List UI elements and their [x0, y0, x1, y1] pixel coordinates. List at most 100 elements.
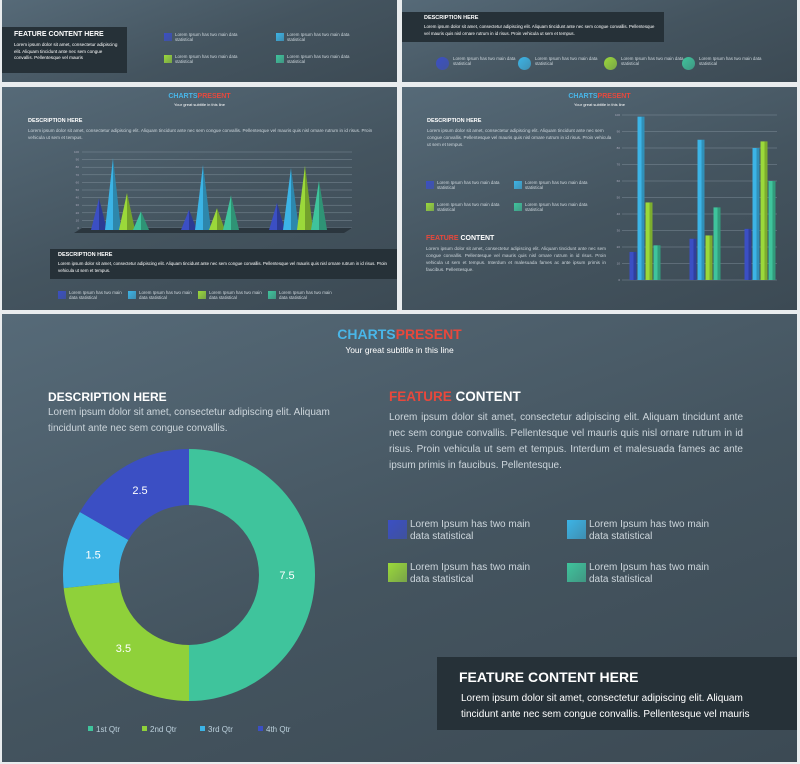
- text-box: [437, 657, 797, 730]
- heading: CHARTSPRESENT: [2, 326, 797, 342]
- legend-label: Lorem Ipsum has two main data statistica…: [453, 56, 516, 67]
- bar: [697, 139, 705, 280]
- bar: [713, 207, 721, 280]
- donut-chart: 7.5 3.5 1.5 2.5 1st Qtr 2nd Qtr 3rd Qtr 4th Qtr: [62, 449, 315, 734]
- legend-swatch: [258, 726, 263, 731]
- legend-swatch: [514, 203, 522, 211]
- legend-swatch: [142, 726, 147, 731]
- pyramid-shade: [319, 180, 327, 230]
- legend-label: Lorem Ipsum has two main data statistica…: [699, 56, 762, 67]
- legend-label: Lorem Ipsum has two main data statistica…: [69, 290, 122, 301]
- legend-swatch: [200, 726, 205, 731]
- y-tick-label: 40: [617, 212, 621, 216]
- legend-label: Lorem Ipsum has two main data statistica…: [287, 54, 350, 65]
- data-label: 2.5: [132, 485, 147, 497]
- legend-label: Lorem Ipsum has two main data statistica…: [410, 562, 531, 585]
- text-box: [402, 12, 664, 42]
- legend-label: 1st Qtr: [96, 725, 120, 734]
- bar-chart: 0 10 20 30 40 50 60 70 80 90 100: [615, 113, 777, 282]
- legend-swatch: [164, 33, 172, 41]
- legend-swatch: [567, 563, 586, 582]
- bar: [645, 202, 653, 280]
- feature-body: Lorem ipsum dolor sit amet, consectetur …: [426, 246, 606, 272]
- legend-label: Lorem Ipsum has two main data statistica…: [139, 290, 192, 301]
- bar: [689, 238, 697, 280]
- box-title: FEATURE CONTENT HERE: [459, 669, 639, 685]
- bar: [629, 251, 637, 280]
- donut-slice: [189, 449, 315, 701]
- slide: FEATURE CONTENT HERE Lorem ipsum dolor s…: [2, 0, 397, 82]
- box-body: Lorem ipsum dolor sit amet, consectetur …: [424, 24, 655, 36]
- heading-accent: PRESENT: [197, 93, 231, 100]
- y-tick-label: 80: [617, 146, 621, 150]
- y-tick-label: 10: [617, 262, 621, 266]
- pyramid-shade: [231, 195, 239, 230]
- legend-swatch: [604, 57, 617, 70]
- legend-label: Lorem Ipsum has two main data statistica…: [209, 290, 262, 301]
- description-body: Lorem ipsum dolor sit amet, consectetur …: [28, 128, 373, 140]
- pyramid: [223, 195, 239, 230]
- y-tick-label: 10: [76, 218, 80, 222]
- legend-label: Lorem Ipsum has two main data statistica…: [175, 54, 238, 65]
- bar: [705, 235, 713, 280]
- y-tick-label: 70: [617, 163, 621, 167]
- legend-swatch: [436, 57, 449, 70]
- description-title: DESCRIPTION HERE: [427, 118, 482, 124]
- pyramid: [195, 164, 211, 230]
- donut-slice: [79, 449, 189, 540]
- pyramid-shade: [291, 167, 299, 230]
- bar-shade: [641, 116, 645, 281]
- legend-label: Lorem Ipsum has two main data statistica…: [525, 202, 588, 213]
- slide: CHARTSPRESENT Your great subtitle in thi…: [402, 87, 797, 310]
- y-tick-label: 0: [618, 278, 620, 282]
- y-tick-label: 0: [77, 226, 79, 230]
- box-title: DESCRIPTION HERE: [424, 15, 479, 21]
- legend-swatch: [276, 33, 284, 41]
- legend-swatch: [388, 563, 407, 582]
- legend-label: 3rd Qtr: [208, 725, 233, 734]
- legend-label: Lorem Ipsum has two main data statistica…: [525, 180, 588, 191]
- pyramid-shade: [217, 208, 225, 230]
- y-tick-label: 60: [617, 179, 621, 183]
- y-tick-label: 20: [76, 211, 80, 215]
- bar: [744, 228, 752, 280]
- legend-label: Lorem Ipsum has two main data statistica…: [279, 290, 332, 301]
- legend-swatch: [88, 726, 93, 731]
- heading-accent: PRESENT: [597, 93, 631, 100]
- bar-shade: [709, 235, 713, 280]
- box-title: FEATURE CONTENT HERE: [14, 31, 104, 38]
- pyramid: [133, 211, 149, 230]
- bar-shade: [633, 251, 637, 280]
- box-body: Lorem ipsum dolor sit amet, consectetur …: [14, 42, 118, 60]
- slide: DESCRIPTION HERE Lorem ipsum dolor sit a…: [402, 0, 797, 82]
- y-tick-label: 50: [617, 196, 621, 200]
- bar-shade: [772, 181, 776, 280]
- heading-accent: PRESENT: [395, 326, 462, 342]
- pyramid: [91, 198, 107, 230]
- legend-swatch: [388, 520, 407, 539]
- heading: CHARTSPRESENT: [402, 93, 797, 100]
- pyramid-shade: [189, 209, 197, 230]
- box-body: Lorem ipsum dolor sit amet, consectetur …: [461, 693, 750, 720]
- y-tick-label: 90: [76, 158, 80, 162]
- bar-shade: [649, 202, 653, 280]
- y-tick-label: 80: [76, 165, 80, 169]
- y-tick-label: 100: [615, 113, 620, 117]
- y-tick-label: 30: [76, 203, 80, 207]
- pyramid: [269, 202, 285, 230]
- pyramid-chart: 0 10 20 30 40 50 60 70 80 90 100: [74, 150, 352, 233]
- legend-label: Lorem Ipsum has two main data statistica…: [589, 519, 710, 542]
- bar-shade: [756, 148, 760, 280]
- bar-shade: [657, 245, 661, 280]
- y-tick-label: 100: [74, 150, 79, 154]
- bar-shade: [717, 207, 721, 280]
- pyramid-shade: [305, 165, 313, 230]
- pyramid: [283, 167, 299, 230]
- heading: CHARTSPRESENT: [2, 93, 397, 100]
- legend-swatch: [514, 181, 522, 189]
- box-body: Lorem ipsum dolor sit amet, consectetur …: [58, 261, 387, 273]
- legend-swatch: [518, 57, 531, 70]
- legend-label: Lorem Ipsum has two main data statistica…: [437, 202, 500, 213]
- bar-shade: [748, 228, 752, 280]
